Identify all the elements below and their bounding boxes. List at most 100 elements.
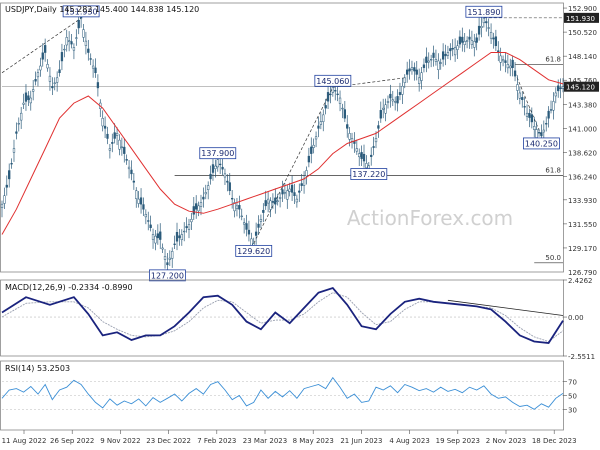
current-price-badge-label: 145.120 <box>566 84 595 92</box>
candle <box>226 174 229 192</box>
candle-body <box>39 65 42 71</box>
candle <box>72 43 76 60</box>
candle <box>485 15 488 32</box>
candle <box>231 189 234 209</box>
annotation-label: 127.200 <box>151 271 184 280</box>
candle <box>463 32 466 53</box>
candle-body <box>533 126 536 130</box>
candle <box>118 134 121 156</box>
x-tick-label: 8 May 2023 <box>293 437 334 445</box>
candle-body <box>115 133 119 136</box>
annotation-box <box>314 74 352 87</box>
candle-body <box>8 170 11 180</box>
candle-body <box>274 197 277 205</box>
candle <box>341 103 344 119</box>
candle-body <box>355 148 358 152</box>
candle-body <box>262 209 265 213</box>
candle-body <box>221 166 224 170</box>
candle-body <box>87 48 90 53</box>
candle-body <box>513 70 517 77</box>
candle-body <box>238 205 241 210</box>
candle-body <box>147 220 150 222</box>
price-panel: ActionForex.com 61.8 61.8 50.0 151.930 127.20… <box>0 2 599 282</box>
candle-body <box>549 109 553 111</box>
candle <box>60 43 64 71</box>
candle-body <box>475 37 478 43</box>
candle-body <box>159 231 162 240</box>
candle-body <box>441 51 445 60</box>
candle-body <box>135 190 138 199</box>
candle-body <box>113 132 116 139</box>
annotation-box <box>350 168 388 180</box>
candle <box>441 43 445 67</box>
candle-body <box>437 60 440 70</box>
rsi-tick-label: 70 <box>568 379 577 387</box>
candle <box>394 96 397 111</box>
candle <box>470 30 474 49</box>
candle <box>24 84 28 111</box>
candle-body <box>228 182 231 191</box>
annotation-box <box>199 147 237 160</box>
candle-body <box>322 114 325 122</box>
candle-body <box>123 146 126 154</box>
candle-body <box>331 87 334 93</box>
x-tick-label: 7 Feb 2023 <box>197 437 236 445</box>
candle <box>398 82 402 101</box>
candle-body <box>525 112 529 117</box>
candle-body <box>458 36 462 45</box>
price-tick-label: 143.380 <box>568 101 597 109</box>
candle <box>504 52 507 73</box>
candle <box>46 59 49 72</box>
candle-body <box>302 178 306 186</box>
candle <box>70 33 73 49</box>
candle <box>542 120 545 139</box>
price-tick-label: 136.240 <box>568 173 597 181</box>
candle <box>286 184 289 209</box>
candle-body <box>197 205 200 212</box>
candle <box>319 112 323 130</box>
candle <box>235 197 239 217</box>
candle-body <box>27 95 30 100</box>
candle <box>360 145 363 167</box>
annotation-box <box>523 137 560 150</box>
candle <box>456 40 459 59</box>
price-tick-label: 152.900 <box>568 5 597 13</box>
candle <box>439 58 442 70</box>
candle-body <box>51 86 54 89</box>
candle-body <box>461 36 464 43</box>
candle-body <box>207 185 210 190</box>
candle-body <box>127 166 131 170</box>
candle-body <box>214 165 217 169</box>
candle-body <box>401 85 404 95</box>
candle-body <box>456 45 459 50</box>
candle <box>348 127 351 147</box>
candle-body <box>72 47 76 51</box>
candle-body <box>20 112 23 121</box>
candle-body <box>425 56 428 63</box>
candle-body <box>501 59 505 62</box>
candle <box>15 122 18 140</box>
candle <box>492 32 495 49</box>
candle-body <box>386 101 390 103</box>
candle-body <box>41 52 44 60</box>
x-tick-label: 21 Jun 2023 <box>340 437 382 445</box>
candle-body <box>103 125 107 129</box>
candle-body <box>48 75 52 82</box>
candle-body <box>166 262 169 266</box>
candle-body <box>552 101 555 111</box>
candle-body <box>111 142 114 144</box>
candle <box>175 222 179 251</box>
candle <box>305 166 308 185</box>
candle-body <box>63 48 66 51</box>
candle-body <box>70 41 73 45</box>
candle <box>322 109 325 132</box>
resistance-badge-label: 151.930 <box>566 15 595 23</box>
macd-panel: 2.4262 0.00 -2.5511 MACD(12,26,9) -0.2334 -… <box>0 277 595 361</box>
candle-body <box>427 60 430 63</box>
candle <box>497 41 500 62</box>
candle <box>204 184 207 200</box>
candle <box>449 43 452 61</box>
candle <box>214 159 217 178</box>
candle <box>386 95 390 109</box>
